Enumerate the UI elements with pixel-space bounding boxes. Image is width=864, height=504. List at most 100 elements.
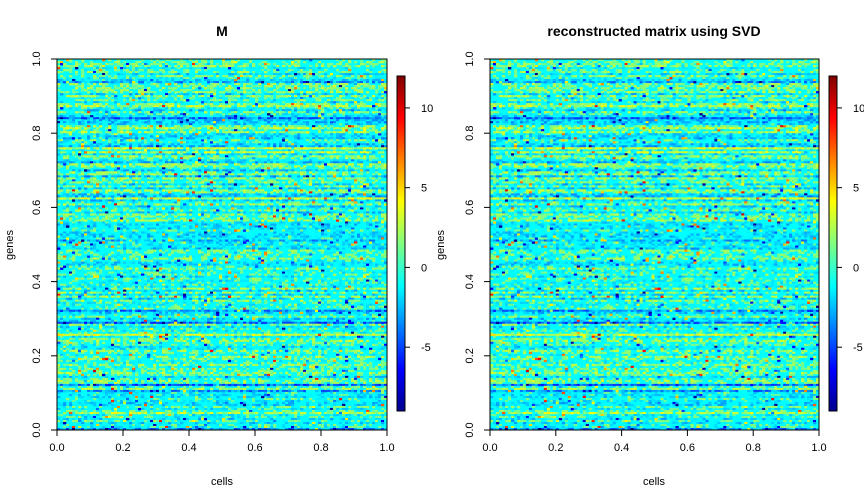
heatmap-cell xyxy=(330,107,334,110)
heatmap-cell xyxy=(315,93,319,96)
heatmap-cell xyxy=(258,143,262,146)
heatmap-cell xyxy=(273,151,277,154)
heatmap-cell xyxy=(318,97,322,100)
heatmap-cell xyxy=(360,107,364,110)
heatmap-cell xyxy=(339,117,343,120)
heatmap-cell xyxy=(174,63,178,66)
heatmap-cell xyxy=(126,95,130,98)
heatmap-cell xyxy=(363,77,367,80)
heatmap-cell xyxy=(186,63,190,66)
heatmap-cell xyxy=(159,123,163,126)
heatmap-cell xyxy=(138,97,142,100)
heatmap-cell xyxy=(63,151,67,154)
heatmap-cell xyxy=(213,141,217,144)
heatmap-cell xyxy=(198,65,202,68)
heatmap-cell xyxy=(138,107,142,110)
heatmap-cell xyxy=(63,133,67,136)
heatmap-cell xyxy=(273,131,277,134)
heatmap-cell xyxy=(231,59,235,62)
heatmap-cell xyxy=(111,115,115,118)
heatmap-cell xyxy=(153,95,157,98)
heatmap-cell xyxy=(105,107,109,110)
heatmap-cell xyxy=(132,157,136,160)
heatmap-cell xyxy=(141,113,145,116)
heatmap-cell xyxy=(285,87,289,90)
heatmap-cell xyxy=(156,175,160,178)
heatmap-cell xyxy=(309,189,313,192)
heatmap-cell xyxy=(126,125,130,128)
heatmap-cell xyxy=(210,193,214,196)
heatmap-cell xyxy=(258,179,262,182)
heatmap-cell xyxy=(285,141,289,144)
heatmap-cell xyxy=(180,99,184,102)
heatmap-cell xyxy=(249,121,253,124)
heatmap-cell xyxy=(132,175,136,178)
heatmap-cell xyxy=(303,151,307,154)
heatmap-cell xyxy=(75,107,79,110)
heatmap-cell xyxy=(60,101,64,104)
heatmap-cell xyxy=(318,133,322,136)
heatmap-cell xyxy=(261,71,265,74)
heatmap-cell xyxy=(198,131,202,134)
heatmap-cell xyxy=(288,151,292,154)
heatmap-cell xyxy=(102,109,106,112)
heatmap-cell xyxy=(375,123,379,126)
heatmap-cell xyxy=(183,155,187,158)
heatmap-cell xyxy=(204,147,208,150)
heatmap-cell xyxy=(81,149,85,152)
heatmap-cell xyxy=(78,113,82,116)
heatmap-cell xyxy=(318,177,322,180)
heatmap-cell xyxy=(219,127,223,130)
heatmap-cell xyxy=(297,191,301,194)
heatmap-cell xyxy=(201,59,205,62)
heatmap-cell xyxy=(153,197,157,200)
heatmap-cell xyxy=(69,197,73,200)
heatmap-cell xyxy=(60,165,64,168)
heatmap-cell xyxy=(372,175,376,178)
heatmap-cell xyxy=(96,189,100,192)
heatmap-cell xyxy=(369,105,373,108)
heatmap-cell xyxy=(204,157,208,160)
heatmap-cell xyxy=(93,93,97,96)
heatmap-cell xyxy=(297,107,301,110)
heatmap-cell xyxy=(66,89,70,92)
heatmap-cell xyxy=(306,63,310,66)
heatmap-cell xyxy=(270,191,274,194)
heatmap-cell xyxy=(252,175,256,178)
heatmap-cell xyxy=(318,153,322,156)
heatmap-cell xyxy=(291,67,295,70)
heatmap-cell xyxy=(297,155,301,158)
heatmap-cell xyxy=(132,107,136,110)
heatmap-cell xyxy=(60,121,64,124)
heatmap-cell xyxy=(375,119,379,122)
heatmap-cell xyxy=(129,87,133,90)
heatmap-cell xyxy=(165,69,169,72)
heatmap-cell xyxy=(123,117,127,120)
heatmap-cell xyxy=(237,193,241,196)
heatmap-cell xyxy=(273,71,277,74)
heatmap-cell xyxy=(294,59,298,62)
heatmap-cell xyxy=(339,79,343,82)
heatmap-cell xyxy=(288,97,292,100)
heatmap-cell xyxy=(237,109,241,112)
heatmap-cell xyxy=(282,105,286,108)
heatmap-cell xyxy=(111,171,115,174)
heatmap-cell xyxy=(69,125,73,128)
heatmap-cell xyxy=(210,83,214,86)
heatmap-cell xyxy=(147,137,151,140)
heatmap-cell xyxy=(141,97,145,100)
heatmap-cell xyxy=(234,69,238,72)
heatmap-cell xyxy=(84,193,88,196)
heatmap-cell xyxy=(165,135,169,138)
heatmap-cell xyxy=(156,163,160,166)
heatmap-cell xyxy=(228,127,232,130)
heatmap-cell xyxy=(66,69,70,72)
heatmap-cell xyxy=(201,105,205,108)
heatmap-cell xyxy=(222,193,226,196)
heatmap-cell xyxy=(342,193,346,196)
heatmap-cell xyxy=(75,91,79,94)
heatmap-cell xyxy=(135,115,139,118)
heatmap-cell xyxy=(210,77,214,80)
heatmap-cell xyxy=(237,123,241,126)
heatmap-cell xyxy=(72,185,76,188)
